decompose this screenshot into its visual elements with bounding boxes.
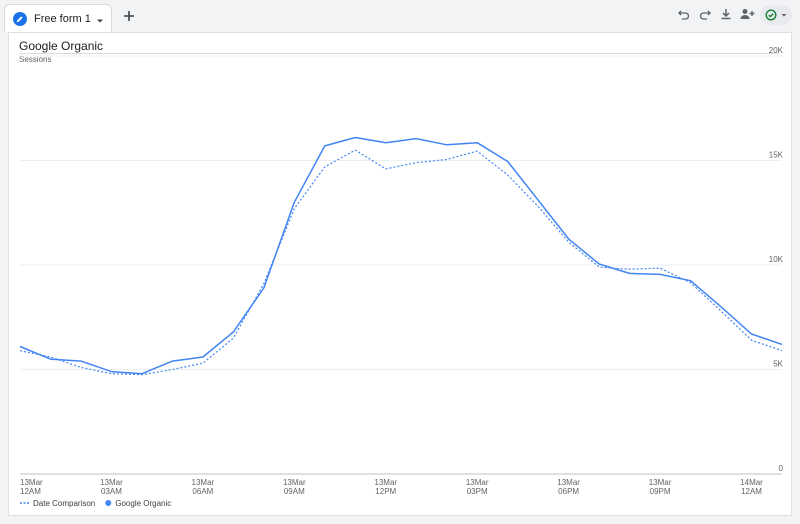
x-tick-label: 06AM [192,487,213,496]
x-tick-label: 09PM [650,487,671,496]
x-tick-label: 12AM [20,487,41,496]
legend-label: Google Organic [115,499,171,508]
add-person-icon [739,7,755,26]
x-tick-label: 13Mar [100,478,123,487]
check-circle-icon [765,9,777,21]
x-tick-label: 14Mar [740,478,763,487]
title-divider [19,53,779,54]
top-bar: Free form 1 [0,0,800,32]
plus-icon [122,9,136,28]
x-tick-label: 13Mar [283,478,306,487]
undo-icon [677,7,691,26]
x-tick-label: 13Mar [649,478,672,487]
x-tick-label: 09AM [284,487,305,496]
undo-button[interactable] [676,8,692,24]
y-tick-label: 10K [769,255,784,264]
y-axis-label: Sessions [19,55,52,64]
series-line-date-comparison [19,149,783,376]
x-tick-label: 12PM [375,487,396,496]
series-line-google-organic [19,136,783,375]
caret-down-icon [780,11,788,19]
download-icon [719,7,733,26]
redo-button[interactable] [697,8,713,24]
x-tick-label: 13Mar [557,478,580,487]
tab-free-form[interactable]: Free form 1 [4,4,112,32]
legend-label: Date Comparison [33,499,95,508]
pencil-icon [13,11,27,26]
x-tick-label: 03AM [101,487,122,496]
x-tick-label: 06PM [558,487,579,496]
status-button[interactable] [760,5,792,25]
tab-label: Free form 1 [34,12,91,25]
x-tick-label: 03PM [467,487,488,496]
x-tick-label: 13Mar [466,478,489,487]
x-tick-label: 13Mar [20,478,43,487]
y-tick-label: 15K [769,151,784,160]
chart-card: Google Organic Sessions 0 5K 10K 15K 20K 13Ma… [8,32,792,516]
download-button[interactable] [718,8,734,24]
y-tick-label: 0 [779,464,784,473]
legend-swatch-dot [105,500,112,506]
add-tab-button[interactable] [116,5,142,31]
x-tick-label: 12AM [741,487,762,496]
chart-title: Google Organic [19,39,104,53]
redo-icon [698,7,712,26]
share-button[interactable] [739,8,755,24]
x-tick-label: 13Mar [374,478,397,487]
y-tick-label: 5K [773,360,783,369]
y-tick-label: 20K [769,46,784,55]
x-tick-label: 13Mar [192,478,215,487]
line-chart: 05K10K15K20K13Mar12AM13Mar03AM13Mar06AM1… [19,46,784,508]
caret-down-icon[interactable] [95,13,105,31]
